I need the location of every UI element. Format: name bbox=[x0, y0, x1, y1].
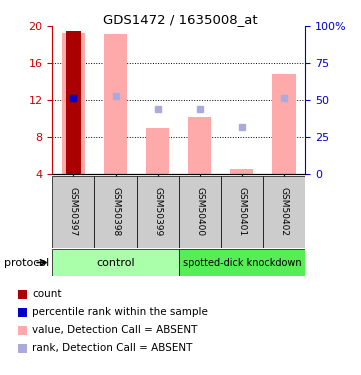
Bar bbox=[146, 128, 169, 174]
Text: GDS1472 / 1635008_at: GDS1472 / 1635008_at bbox=[103, 13, 258, 26]
Bar bbox=[18, 344, 27, 353]
Bar bbox=[52, 249, 179, 276]
Bar bbox=[221, 176, 263, 248]
Text: GSM50401: GSM50401 bbox=[238, 188, 246, 237]
Bar bbox=[188, 117, 211, 174]
Text: GSM50398: GSM50398 bbox=[111, 187, 120, 237]
Bar bbox=[62, 33, 85, 174]
Bar bbox=[66, 31, 81, 174]
Bar bbox=[136, 176, 179, 248]
Text: rank, Detection Call = ABSENT: rank, Detection Call = ABSENT bbox=[32, 344, 193, 353]
Bar bbox=[230, 169, 253, 174]
Bar bbox=[263, 176, 305, 248]
Text: count: count bbox=[32, 290, 62, 299]
Text: GSM50402: GSM50402 bbox=[279, 188, 288, 236]
Bar bbox=[18, 308, 27, 317]
Text: control: control bbox=[96, 258, 135, 267]
Text: GSM50400: GSM50400 bbox=[195, 188, 204, 237]
Text: spotted-dick knockdown: spotted-dick knockdown bbox=[183, 258, 301, 267]
Bar bbox=[104, 34, 127, 174]
Bar bbox=[18, 290, 27, 299]
Bar bbox=[95, 176, 136, 248]
Bar bbox=[179, 176, 221, 248]
Bar bbox=[52, 176, 95, 248]
Text: value, Detection Call = ABSENT: value, Detection Call = ABSENT bbox=[32, 326, 198, 335]
Bar bbox=[179, 249, 305, 276]
Text: protocol: protocol bbox=[4, 258, 49, 267]
Text: GSM50399: GSM50399 bbox=[153, 187, 162, 237]
Bar bbox=[273, 74, 296, 174]
Text: percentile rank within the sample: percentile rank within the sample bbox=[32, 308, 208, 317]
Text: GSM50397: GSM50397 bbox=[69, 187, 78, 237]
Bar bbox=[18, 326, 27, 335]
